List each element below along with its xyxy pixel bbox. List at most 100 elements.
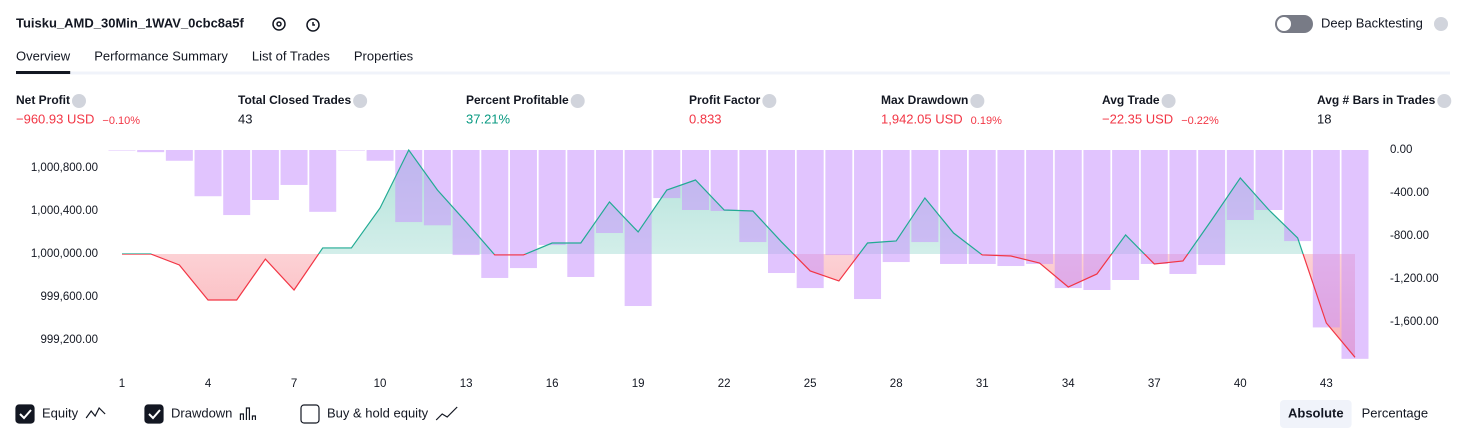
drawdown-bar (509, 150, 537, 269)
option-label[interactable]: Drawdown (171, 405, 232, 420)
equity-line-positive (122, 148, 1304, 254)
y2-tick-label: -1,200.00 (1390, 273, 1439, 285)
option-label[interactable]: Equity (42, 405, 79, 420)
drawdown-bar (882, 150, 910, 263)
option-label[interactable]: Buy & hold equity (327, 405, 429, 420)
option-icon (435, 406, 458, 421)
equity-line-negative (122, 253, 1356, 358)
drawdown-bar (194, 150, 222, 197)
drawdown-bar (796, 150, 824, 289)
drawdown-bar (567, 150, 595, 277)
x-tick-label: 10 (374, 378, 387, 390)
x-tick-label: 31 (976, 378, 989, 390)
x-tick-label: 7 (291, 378, 297, 390)
drawdown-bar (710, 150, 738, 211)
y-tick-label: 1,000,400.00 (31, 205, 98, 217)
x-tick-label: 28 (890, 378, 903, 390)
metric-value: −22.35 USD (1102, 111, 1173, 126)
x-tick-label: 16 (546, 378, 559, 390)
drawdown-bar (481, 150, 509, 278)
metric-label: Profit Factor (689, 93, 761, 107)
drawdown-bar (223, 150, 251, 216)
info-icon[interactable] (353, 94, 368, 108)
info-icon[interactable] (1437, 94, 1452, 108)
drawdown-bar (997, 150, 1025, 267)
x-tick-label: 43 (1320, 378, 1333, 390)
y-tick-label: 999,200.00 (40, 334, 98, 346)
drawdown-bar (1284, 150, 1312, 242)
y2-tick-label: -1,600.00 (1390, 316, 1439, 328)
tab[interactable]: Properties (354, 48, 414, 63)
drawdown-bar (768, 150, 796, 274)
drawdown-bar (595, 150, 623, 234)
y2-tick-label: -400.00 (1390, 187, 1429, 199)
metric-value: −960.93 USD (16, 111, 94, 126)
x-tick-label: 19 (632, 378, 645, 390)
mode-label[interactable]: Percentage (1362, 405, 1429, 420)
metric-value: 0.833 (689, 111, 722, 126)
drawdown-bar (137, 150, 165, 153)
x-tick-label: 37 (1148, 378, 1161, 390)
drawdown-bar (1341, 150, 1369, 359)
y-tick-label: 1,000,800.00 (31, 162, 98, 174)
drawdown-bar (538, 150, 566, 246)
drawdown-bar (1112, 150, 1140, 280)
x-tick-label: 1 (119, 378, 125, 390)
y-tick-label: 1,000,000.00 (31, 248, 98, 260)
checkbox[interactable] (300, 404, 320, 424)
drawdown-bar (1226, 150, 1254, 220)
drawdown-bar (1198, 150, 1226, 266)
help-icon[interactable] (1434, 17, 1448, 31)
metric-label: Avg Trade (1102, 93, 1160, 107)
drawdown-bar (911, 150, 939, 243)
drawdown-bar (251, 150, 279, 200)
option-icon (85, 406, 106, 419)
x-tick-label: 40 (1234, 378, 1247, 390)
tab[interactable]: List of Trades (252, 48, 331, 63)
info-icon[interactable] (970, 94, 985, 108)
drawdown-bar (1169, 150, 1197, 274)
info-icon[interactable] (1161, 94, 1176, 108)
mode-label[interactable]: Absolute (1288, 405, 1344, 420)
tab[interactable]: Overview (16, 48, 71, 63)
tab[interactable]: Performance Summary (94, 48, 228, 63)
drawdown-bar (940, 150, 968, 264)
metric-value: 18 (1317, 111, 1331, 126)
drawdown-bar (968, 150, 996, 264)
checkbox[interactable] (15, 404, 35, 424)
x-tick-label: 34 (1062, 378, 1075, 390)
metric-change: −0.22% (1181, 115, 1219, 127)
metric-value: 1,942.05 USD (881, 111, 963, 126)
y2-tick-label: 0.00 (1390, 144, 1412, 156)
drawdown-bar (280, 150, 308, 185)
drawdown-bar (1026, 150, 1054, 264)
y2-tick-label: -800.00 (1390, 230, 1429, 242)
checkbox[interactable] (144, 404, 164, 424)
drawdown-bar (739, 150, 767, 243)
mode-button[interactable] (1353, 400, 1437, 428)
drawdown-bar (825, 150, 853, 256)
x-tick-label: 4 (205, 378, 212, 390)
metric-change: 0.19% (971, 115, 1002, 127)
metric-value: 43 (238, 111, 252, 126)
mode-button[interactable] (1280, 400, 1352, 428)
drawdown-bar (337, 150, 365, 151)
option-icon (239, 407, 257, 420)
checkmark (148, 409, 161, 420)
info-icon[interactable] (72, 94, 86, 108)
alert-icon[interactable] (306, 18, 320, 32)
metric-value: 37.21% (466, 111, 511, 126)
drawdown-bar (366, 150, 394, 161)
info-icon[interactable] (570, 94, 585, 108)
toggle-knob (1277, 17, 1291, 31)
drawdown-bar (165, 150, 193, 161)
drawdown-bar (1083, 150, 1111, 290)
x-tick-label: 25 (804, 378, 817, 390)
settings-icon[interactable] (272, 17, 286, 31)
metric-label: Avg # Bars in Trades (1317, 93, 1436, 107)
x-tick-label: 22 (718, 378, 731, 390)
drawdown-bar (395, 150, 423, 223)
drawdown-bar (1312, 150, 1340, 328)
info-icon[interactable] (762, 94, 777, 108)
